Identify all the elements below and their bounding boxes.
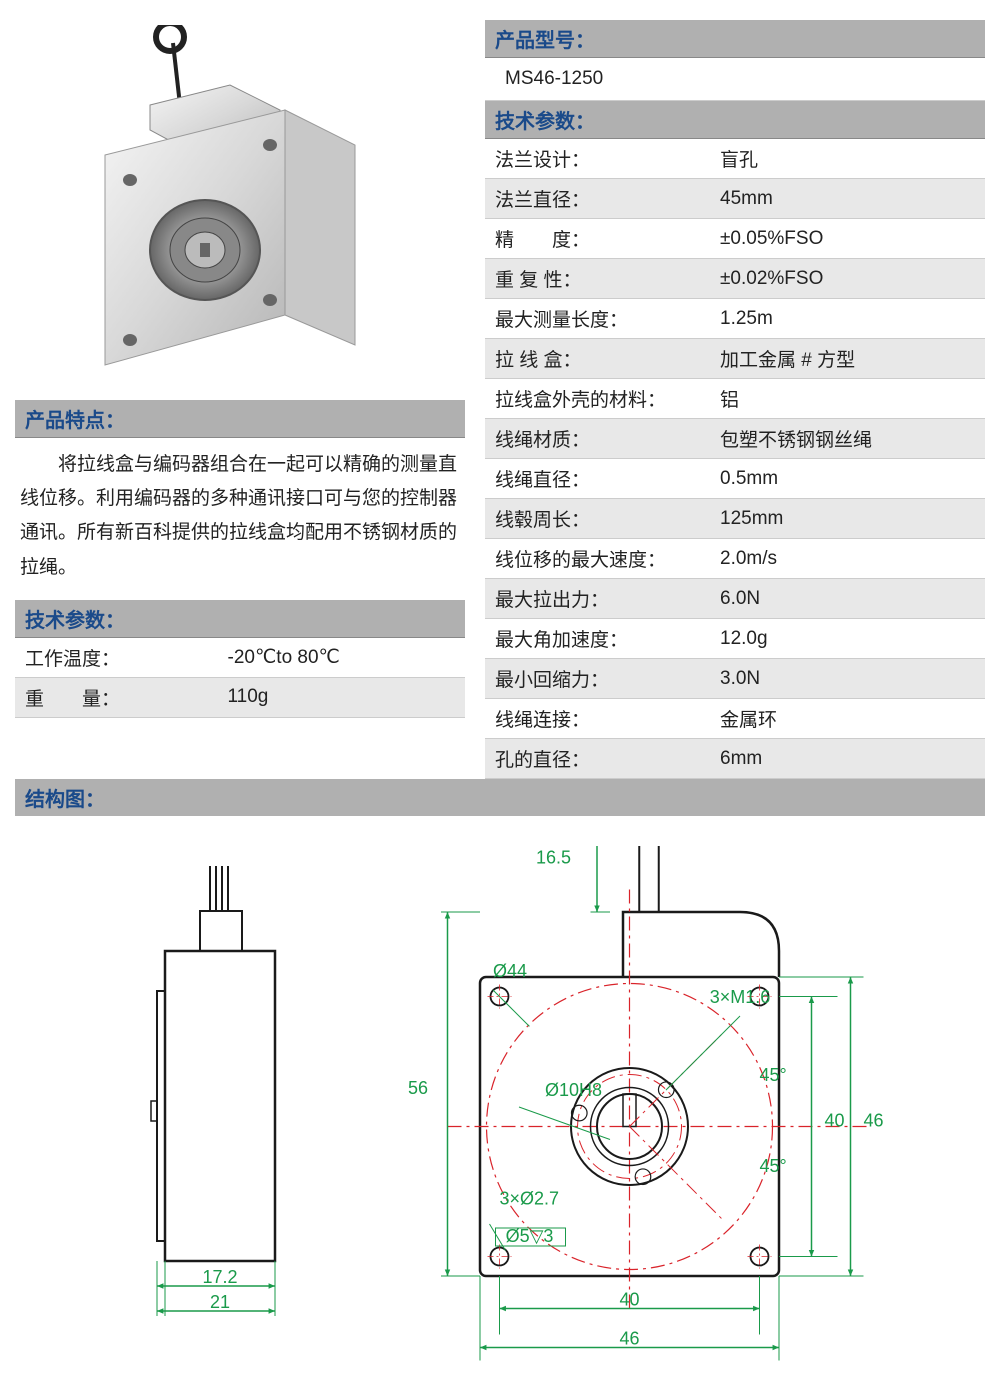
svg-text:40: 40 [619, 1290, 639, 1310]
spec-label: 拉 线 盒： [485, 339, 710, 379]
svg-text:46: 46 [619, 1329, 639, 1349]
spec-label: 重 量： [15, 677, 218, 717]
spec-row: 工作温度：-20℃to 80℃ [15, 638, 465, 678]
spec-value: 盲孔 [710, 139, 985, 179]
svg-text:Ø5▽3: Ø5▽3 [506, 1226, 554, 1246]
model-table: MS46-1250 [485, 58, 985, 101]
spec-label: 孔的直径： [485, 739, 710, 779]
spec-row: 线绳直径：0.5mm [485, 459, 985, 499]
spec-value: 金属环 [710, 699, 985, 739]
svg-text:17.2: 17.2 [202, 1267, 237, 1287]
spec-value: ±0.05%FSO [710, 219, 985, 259]
spec-value: 125mm [710, 499, 985, 539]
svg-text:Ø44: Ø44 [493, 961, 527, 981]
spec-row: 拉 线 盒：加工金属 # 方型 [485, 339, 985, 379]
left-tech-params-header: 技术参数： [15, 600, 465, 638]
right-tech-params-header: 技术参数： [485, 101, 985, 139]
spec-row: 法兰直径：45mm [485, 179, 985, 219]
svg-text:40: 40 [825, 1111, 845, 1131]
spec-value: 2.0m/s [710, 539, 985, 579]
spec-value: 3.0N [710, 659, 985, 699]
spec-row: 孔的直径：6mm [485, 739, 985, 779]
svg-text:56: 56 [408, 1078, 428, 1098]
features-header: 产品特点： [15, 400, 465, 438]
spec-label: 重 复 性： [485, 259, 710, 299]
spec-row: 重 量：110g [15, 677, 465, 717]
spec-value: 110g [218, 677, 466, 717]
spec-row: 法兰设计：盲孔 [485, 139, 985, 179]
spec-label: 法兰设计： [485, 139, 710, 179]
spec-label: 精 度： [485, 219, 710, 259]
spec-value: ±0.02%FSO [710, 259, 985, 299]
spec-value: 12.0g [710, 619, 985, 659]
spec-label: 线绳材质： [485, 419, 710, 459]
spec-label: 最小回缩力： [485, 659, 710, 699]
spec-label: 最大测量长度： [485, 299, 710, 339]
spec-label: 线位移的最大速度： [485, 539, 710, 579]
right-spec-table: 法兰设计：盲孔法兰直径：45mm精 度：±0.05%FSO重 复 性：±0.02… [485, 139, 985, 779]
spec-label: 线毂周长： [485, 499, 710, 539]
spec-value: -20℃to 80℃ [218, 638, 466, 678]
svg-text:45°: 45° [760, 1156, 787, 1176]
svg-text:46: 46 [864, 1111, 884, 1131]
svg-text:Ø10H8: Ø10H8 [545, 1080, 602, 1100]
spec-value: 铝 [710, 379, 985, 419]
spec-row: 精 度：±0.05%FSO [485, 219, 985, 259]
spec-value: 1.25m [710, 299, 985, 339]
spec-label: 工作温度： [15, 638, 218, 678]
spec-row: 线绳材质：包塑不锈钢钢丝绳 [485, 419, 985, 459]
svg-text:45°: 45° [760, 1065, 787, 1085]
svg-text:16.5: 16.5 [536, 847, 571, 867]
spec-row: 重 复 性：±0.02%FSO [485, 259, 985, 299]
product-photo [15, 20, 415, 390]
spec-row: 线毂周长：125mm [485, 499, 985, 539]
spec-label: 最大角加速度： [485, 619, 710, 659]
model-header: 产品型号： [485, 20, 985, 58]
structure-header: 结构图： [15, 779, 985, 816]
spec-label: 拉线盒外壳的材料： [485, 379, 710, 419]
spec-value: 6.0N [710, 579, 985, 619]
spec-row: 最小回缩力：3.0N [485, 659, 985, 699]
spec-row: 最大角加速度：12.0g [485, 619, 985, 659]
spec-label: 最大拉出力： [485, 579, 710, 619]
spec-row: 线绳连接：金属环 [485, 699, 985, 739]
spec-row: 最大测量长度：1.25m [485, 299, 985, 339]
spec-value: 0.5mm [710, 459, 985, 499]
spec-value: 45mm [710, 179, 985, 219]
features-text: 将拉线盒与编码器组合在一起可以精确的测量直线位移。利用编码器的多种通讯接口可与您… [15, 438, 465, 600]
spec-row: 最大拉出力：6.0N [485, 579, 985, 619]
spec-value: 包塑不锈钢钢丝绳 [710, 419, 985, 459]
spec-row: 拉线盒外壳的材料：铝 [485, 379, 985, 419]
svg-text:21: 21 [210, 1292, 230, 1312]
left-spec-table: 工作温度：-20℃to 80℃重 量：110g [15, 638, 465, 718]
spec-label: 法兰直径： [485, 179, 710, 219]
spec-row: 线位移的最大速度：2.0m/s [485, 539, 985, 579]
svg-text:3×M1.6: 3×M1.6 [710, 987, 771, 1007]
spec-value: 加工金属 # 方型 [710, 339, 985, 379]
spec-value: 6mm [710, 739, 985, 779]
spec-label: 线绳直径： [485, 459, 710, 499]
structure-diagram: 17.221 Ø4.5Ø82016.556Ø443×M1.6Ø10H845°45… [0, 816, 1000, 1386]
model-value: MS46-1250 [485, 58, 985, 101]
svg-text:3×Ø2.7: 3×Ø2.7 [500, 1189, 560, 1209]
spec-label: 线绳连接： [485, 699, 710, 739]
